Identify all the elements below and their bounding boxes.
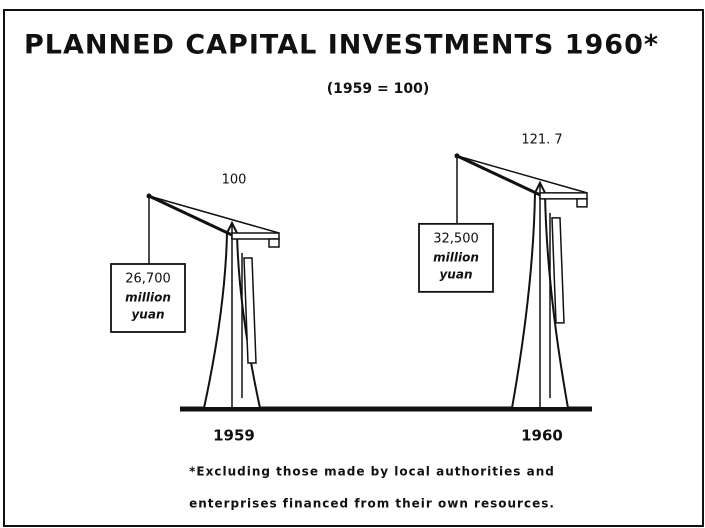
crane-counterweight bbox=[551, 217, 565, 324]
amount-unit: yuan bbox=[131, 308, 164, 322]
amount-box bbox=[110, 263, 186, 333]
crane bbox=[146, 193, 280, 409]
chart-subtitle: (1959 = 100) bbox=[327, 81, 429, 97]
footnote: enterprises financed from their own reso… bbox=[189, 497, 555, 511]
crane-cab bbox=[576, 198, 588, 208]
amount-label: 26,700 bbox=[125, 272, 171, 287]
crane-jib bbox=[456, 154, 541, 197]
crane-counterweight bbox=[243, 257, 257, 364]
amount-label: 32,500 bbox=[433, 231, 479, 246]
crane-arm bbox=[231, 232, 280, 240]
crane-arm bbox=[539, 192, 588, 200]
value-label: 121. 7 bbox=[521, 132, 562, 147]
frame bbox=[3, 9, 704, 527]
amount-box bbox=[418, 222, 494, 293]
footnote: *Excluding those made by local authoriti… bbox=[189, 465, 555, 479]
amount-unit: million bbox=[433, 250, 479, 264]
crane-jib bbox=[148, 195, 280, 234]
crane-jib bbox=[456, 155, 588, 194]
crane bbox=[454, 153, 588, 409]
amount-unit: yuan bbox=[439, 267, 472, 281]
amount-unit: million bbox=[125, 291, 171, 305]
x-tick-label: 1959 bbox=[213, 427, 255, 445]
value-label: 100 bbox=[222, 173, 247, 188]
chart-title: PLANNED CAPITAL INVESTMENTS 1960* bbox=[24, 30, 659, 61]
x-tick-label: 1960 bbox=[521, 427, 563, 445]
crane-cab bbox=[268, 238, 280, 248]
crane-jib bbox=[148, 194, 233, 237]
